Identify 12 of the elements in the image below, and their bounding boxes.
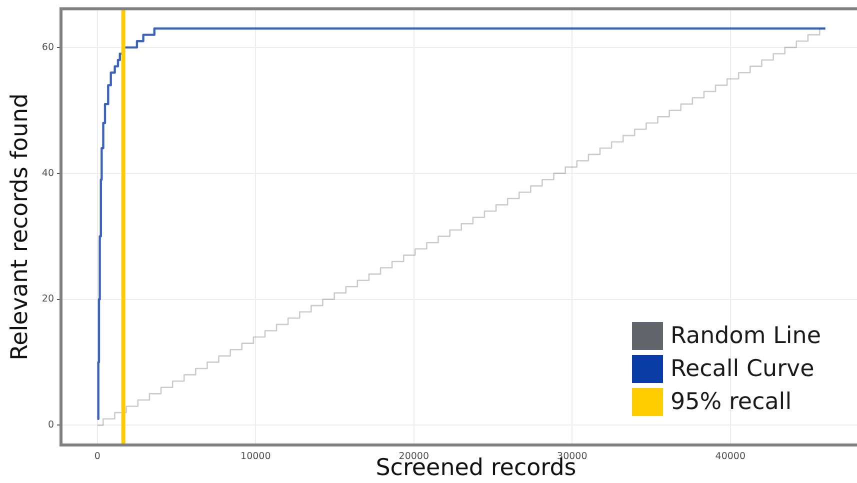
y-tick-label: 0	[48, 420, 54, 431]
y-axis-title: Relevant records found	[6, 93, 33, 360]
legend-label: 95% recall	[670, 388, 792, 416]
x-tick-label: 0	[94, 451, 100, 462]
y-tick-label: 40	[42, 168, 54, 179]
x-tick-label: 20000	[398, 451, 430, 462]
y-tick-label: 20	[42, 294, 54, 305]
x-tick-label: 40000	[715, 451, 746, 462]
legend-label: Recall Curve	[670, 355, 814, 383]
x-tick-label: 10000	[240, 451, 271, 462]
legend-label: Random Line	[670, 322, 821, 350]
y-tick-label: 60	[42, 42, 54, 53]
